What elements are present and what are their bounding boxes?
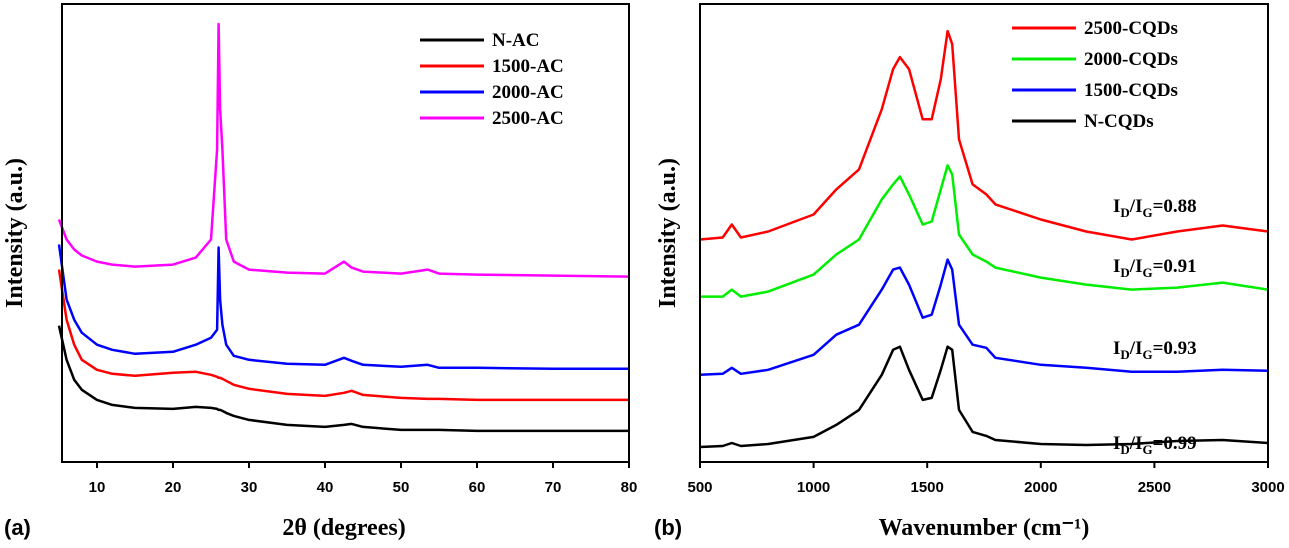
data-line: [699, 258, 1269, 377]
annotation: ID/IG=0.88: [1113, 196, 1197, 220]
x-tick-label: 1500: [911, 479, 944, 496]
x-tick-label: 50: [393, 479, 410, 496]
annotation-part: I: [1113, 338, 1120, 359]
x-tick-label: 10: [89, 479, 106, 496]
annotation-part: G: [1142, 205, 1152, 220]
annotation-part: G: [1142, 265, 1152, 280]
annotation: ID/IG=0.91: [1113, 256, 1197, 280]
legend-label: 2500-AC: [492, 108, 564, 129]
x-tick-label: 70: [545, 479, 562, 496]
plot-frame: [61, 3, 630, 463]
x-tick-label: 1000: [797, 479, 830, 496]
annotation: ID/IG=0.93: [1113, 338, 1197, 362]
annotation-part: /I: [1129, 338, 1143, 359]
panel-label: (a): [4, 515, 31, 540]
annotation-part: G: [1142, 442, 1152, 457]
legend-label: 1500-CQDs: [1084, 80, 1178, 101]
legend-label: 2000-AC: [492, 82, 564, 103]
x-axis-label: 2θ (degrees): [282, 515, 405, 541]
y-axis-label: Intensity (a.u.): [655, 158, 681, 308]
panel-label: (b): [654, 515, 682, 540]
annotation-part: I: [1113, 433, 1120, 454]
x-tick-label: 40: [317, 479, 334, 496]
annotation-part: D: [1120, 205, 1129, 220]
annotation-part: =0.99: [1153, 433, 1197, 454]
x-tick-label: 20: [165, 479, 182, 496]
x-tick-label: 80: [621, 479, 638, 496]
data-line: [57, 22, 630, 278]
x-tick-label: 2500: [1138, 479, 1171, 496]
x-tick-label: 3000: [1251, 479, 1284, 496]
annotation-part: I: [1113, 196, 1120, 217]
annotation-part: I: [1113, 256, 1120, 277]
x-tick-label: 500: [687, 479, 712, 496]
annotation-part: /I: [1129, 256, 1143, 277]
annotation-part: /I: [1129, 433, 1143, 454]
data-line: [700, 164, 1269, 298]
plot-frame: [699, 3, 1269, 463]
annotation-part: =0.88: [1153, 196, 1197, 217]
legend-label: 1500-AC: [492, 56, 564, 77]
annotation-part: G: [1142, 347, 1152, 362]
x-axis-label: Wavenumber (cm⁻¹): [879, 515, 1090, 541]
annotation-part: D: [1120, 265, 1129, 280]
annotation-part: /I: [1129, 196, 1143, 217]
annotation-part: =0.91: [1153, 256, 1197, 277]
x-tick-label: 60: [469, 479, 486, 496]
x-tick-label: 30: [241, 479, 258, 496]
data-line: [57, 325, 629, 433]
annotation-part: D: [1120, 442, 1129, 457]
legend-label: N-CQDs: [1084, 111, 1154, 132]
data-line: [699, 29, 1269, 241]
data-line: [57, 244, 629, 371]
y-axis-label: Intensity (a.u.): [2, 158, 28, 308]
legend-label: 2000-CQDs: [1084, 49, 1178, 70]
legend-label: 2500-CQDs: [1084, 18, 1178, 39]
data-line: [57, 269, 629, 402]
annotation-part: D: [1120, 347, 1129, 362]
annotation-part: =0.93: [1153, 338, 1197, 359]
x-tick-label: 2000: [1024, 479, 1057, 496]
data-line: [699, 345, 1269, 449]
annotation: ID/IG=0.99: [1113, 433, 1197, 457]
legend-label: N-AC: [492, 30, 540, 51]
